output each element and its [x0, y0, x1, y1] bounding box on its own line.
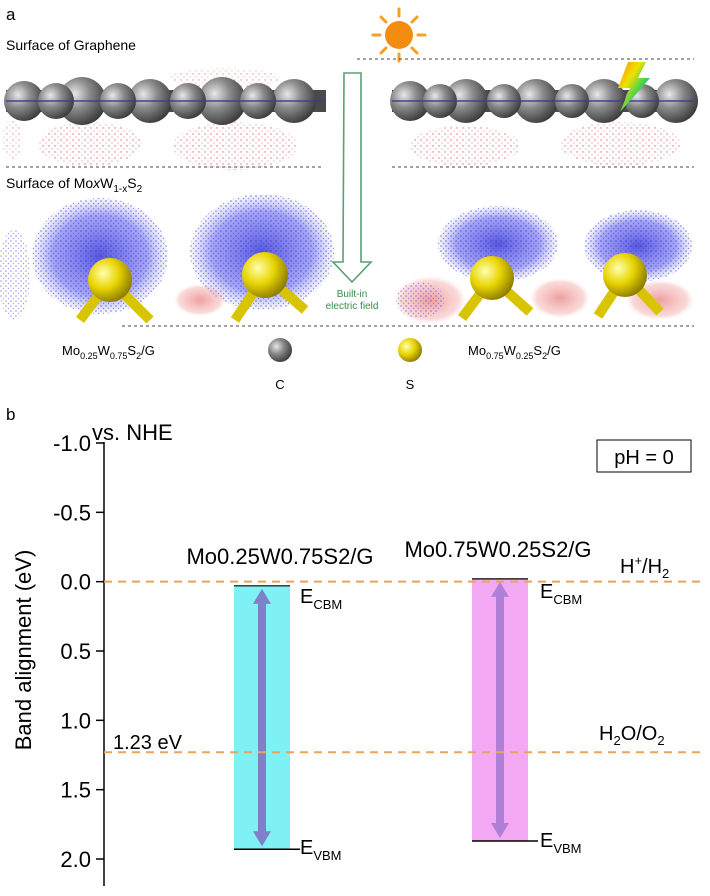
- band-arrow-head-up: [253, 588, 271, 604]
- y-tick-label: -1.0: [53, 431, 91, 456]
- sun-icon: [371, 7, 427, 63]
- right-vbm-label: EVBM: [540, 830, 582, 856]
- band-arrow-head-down: [491, 822, 509, 838]
- sulfur-atom-icon: [398, 338, 422, 362]
- panel-a-label: a: [6, 5, 16, 24]
- pH-box: pH = 0: [596, 439, 692, 473]
- y-tick-label: 0.5: [60, 639, 91, 664]
- legend-left-composition: Mo0.25W0.75S2/G: [62, 343, 155, 361]
- y-axis-title: Band alignment (eV): [11, 550, 36, 751]
- lightning-bolt-icon: [618, 62, 650, 112]
- legend-right-composition: Mo0.75W0.25S2/G: [468, 343, 561, 361]
- right-cbm-label: ECBM: [540, 581, 582, 607]
- right-simulation-image: [390, 62, 698, 324]
- left-simulation-image: [0, 68, 334, 324]
- band-arrow-head-up: [491, 581, 509, 597]
- left-vbm-label: EVBM: [300, 837, 342, 863]
- water-oxidation-label: H2O/O2: [599, 723, 665, 748]
- atom-s-label: S: [406, 377, 415, 392]
- moxw-surface-label: Surface of MoxW1-xS2: [6, 175, 143, 195]
- h-plus-label: H+/H2: [620, 553, 669, 581]
- atom-c-label: C: [275, 377, 284, 392]
- series-label: Mo0.75W0.25S2/G: [404, 537, 591, 562]
- reference-label: vs. NHE: [92, 420, 173, 445]
- ph-label: pH = 0: [614, 447, 673, 469]
- y-tick-label: 1.0: [60, 708, 91, 733]
- left-cbm-label: ECBM: [300, 586, 342, 612]
- band-chart: -1.0 -0.5 0.0 0.5 1.0 1.5 2.0 Mo0.25W0.75S2/G Mo…: [53, 431, 700, 886]
- series-label: Mo0.25W0.75S2/G: [186, 544, 373, 569]
- gap-label: 1.23 eV: [113, 732, 183, 754]
- built-in-field-arrow: [331, 72, 373, 284]
- built-in-label: Built-in: [337, 289, 368, 300]
- y-tick-label: 2.0: [60, 847, 91, 872]
- carbon-atom-icon: [268, 338, 292, 362]
- panel-b-label: b: [6, 405, 15, 424]
- electric-field-label: electric field: [326, 301, 379, 312]
- y-tick-label: -0.5: [53, 500, 91, 525]
- y-tick-label: 0.0: [60, 570, 91, 595]
- band-arrow-head-down: [253, 831, 271, 847]
- y-tick-label: 1.5: [60, 778, 91, 803]
- graphene-surface-label: Surface of Graphene: [6, 37, 136, 53]
